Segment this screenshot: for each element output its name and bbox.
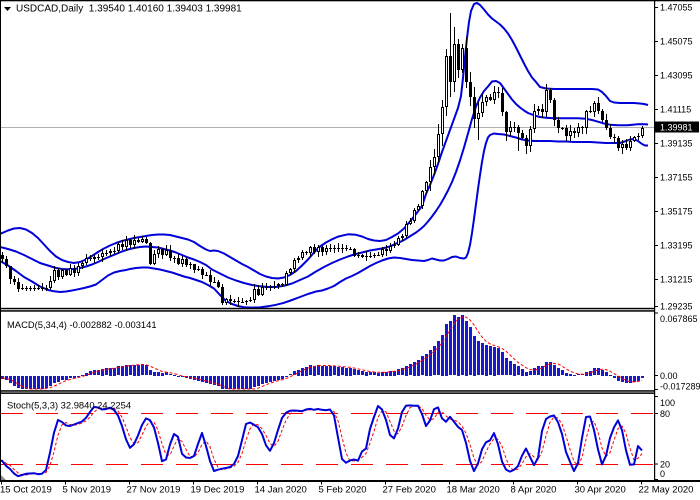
svg-text:0.067865: 0.067865	[660, 314, 698, 324]
svg-text:14 Jan 2020: 14 Jan 2020	[255, 485, 307, 496]
svg-text:5 Nov 2019: 5 Nov 2019	[63, 485, 112, 496]
svg-text:0.00: 0.00	[660, 371, 678, 381]
svg-text:27 Feb 2020: 27 Feb 2020	[383, 485, 436, 496]
svg-text:1.39135: 1.39135	[660, 139, 693, 149]
svg-text:8 Apr 2020: 8 Apr 2020	[511, 485, 557, 496]
svg-text:19 Dec 2019: 19 Dec 2019	[191, 485, 245, 496]
svg-text:Stoch(5,3,3) 32.9840 24.2254: Stoch(5,3,3) 32.9840 24.2254	[7, 400, 131, 411]
svg-text:1.47055: 1.47055	[660, 3, 693, 13]
svg-text:1.31215: 1.31215	[660, 275, 693, 285]
svg-text:15 Oct 2019: 15 Oct 2019	[0, 485, 52, 496]
svg-text:1.35175: 1.35175	[660, 207, 693, 217]
svg-text:80: 80	[660, 409, 670, 419]
svg-text:1.37155: 1.37155	[660, 173, 693, 183]
svg-text:100: 100	[660, 398, 675, 408]
svg-text:18 Mar 2020: 18 Mar 2020	[447, 485, 500, 496]
svg-text:1.45075: 1.45075	[660, 37, 693, 47]
svg-text:1.41115: 1.41115	[660, 105, 691, 115]
svg-text:1.33195: 1.33195	[660, 241, 693, 251]
svg-text:22 May 2020: 22 May 2020	[639, 485, 694, 496]
svg-text:27 Nov 2019: 27 Nov 2019	[127, 485, 181, 496]
svg-text:1.39981: 1.39981	[660, 123, 693, 133]
svg-text:1.43095: 1.43095	[660, 71, 693, 81]
svg-text:5 Feb 2020: 5 Feb 2020	[319, 485, 367, 496]
svg-text:USDCAD,Daily 1.39540 1.40160: USDCAD,Daily 1.39540 1.40160 1.39403 1.3…	[16, 4, 242, 15]
svg-text:-0.017289: -0.017289	[660, 382, 700, 392]
svg-text:0: 0	[660, 469, 665, 479]
svg-text:20: 20	[660, 460, 670, 470]
svg-text:30 Apr 2020: 30 Apr 2020	[575, 485, 626, 496]
svg-text:MACD(5,34,4) -0.002882 -0.0031: MACD(5,34,4) -0.002882 -0.003141	[7, 319, 157, 330]
svg-text:1.29235: 1.29235	[660, 302, 693, 312]
